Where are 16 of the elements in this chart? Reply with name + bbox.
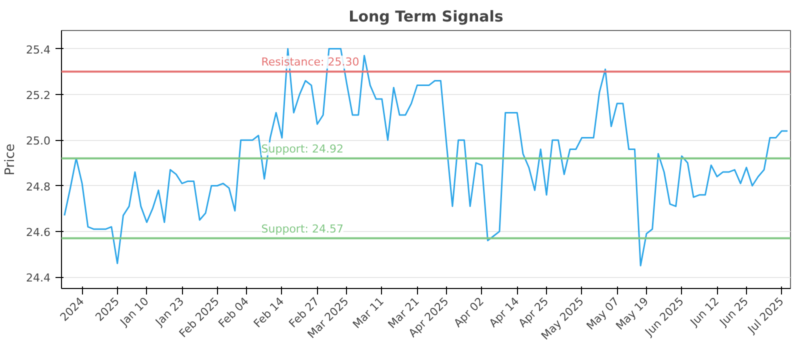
y-tick-label: 24.4 xyxy=(26,272,51,285)
x-tick-label: Apr 02 xyxy=(451,294,486,330)
y-tick-label: 24.6 xyxy=(26,226,51,239)
x-tick-label: Feb 14 xyxy=(251,294,287,330)
x-tick-label: Mar 11 xyxy=(350,294,387,332)
y-tick-label: 25.4 xyxy=(26,43,51,56)
ref-line-label: Resistance: 25.30 xyxy=(261,56,360,69)
y-tick-label: 25.2 xyxy=(26,88,51,102)
chart-title: Long Term Signals xyxy=(348,8,504,26)
y-axis-title: Price xyxy=(3,144,18,176)
ref-line-label: Support: 24.92 xyxy=(261,142,344,156)
y-tick-label: 24.8 xyxy=(26,180,51,194)
y-tick-label: 25.0 xyxy=(26,134,51,148)
x-tick-label: Jan 10 xyxy=(117,294,152,330)
ref-line-label: Support: 24.57 xyxy=(261,222,344,236)
line-series xyxy=(64,48,788,266)
